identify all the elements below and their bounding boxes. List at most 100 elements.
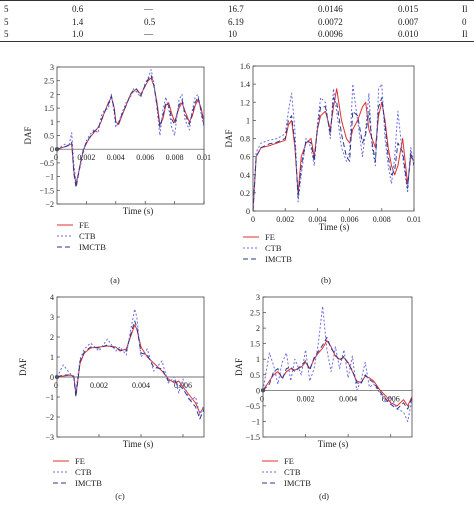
table-cell: 5: [4, 17, 9, 27]
plot-frame: [262, 296, 413, 438]
panel-caption: (d): [319, 491, 329, 501]
panel-b: 0 0.2 0.4 0.6 0.8 1 1.2 1.4 1.6 0 0.002 0.004 0.006 0…: [224, 62, 421, 285]
table-cell: 0.010: [398, 29, 419, 39]
legend-label: IMCTB: [79, 242, 106, 252]
legend-label: IMCTB: [284, 478, 311, 488]
y-tick-label: 1: [50, 118, 54, 127]
table-cell: 0: [462, 17, 467, 27]
x-tick-label: 0.006: [341, 215, 359, 224]
plot-frame: [252, 65, 415, 212]
y-tick-label: 0.5: [44, 132, 54, 141]
series-group: [57, 69, 204, 189]
y-tick-label: −1: [45, 173, 54, 182]
y-tick-label: 1.5: [44, 104, 54, 113]
x-tick-label: 0.004: [132, 381, 150, 390]
x-tick-label: 0.008: [166, 153, 184, 162]
x-tick-label: 0: [251, 215, 255, 224]
y-tick-label: −3: [45, 433, 54, 442]
y-tick-label: 1: [246, 116, 250, 125]
y-tick-label: 1: [256, 355, 260, 364]
legend-label: CTB: [265, 243, 282, 253]
legend-label: FE: [265, 232, 275, 242]
y-tick-label: 0.6: [240, 153, 250, 162]
series-line-fe: [253, 88, 414, 211]
y-axis-label: DAF: [18, 358, 28, 376]
series-group: [253, 83, 414, 211]
panel-caption: (a): [110, 275, 120, 285]
y-tick-label: 2: [256, 324, 260, 333]
x-tick-label: 0.008: [373, 215, 391, 224]
x-tick-label: 0.002: [297, 394, 315, 403]
table-cell: Il: [462, 4, 468, 14]
x-tick-label: 0.004: [107, 153, 125, 162]
table-cell: 1.4: [72, 17, 84, 27]
y-tick-label: −1.5: [245, 433, 260, 442]
table-cell: 1.0: [72, 29, 84, 39]
y-tick-label: 2: [50, 333, 54, 342]
legend-label: FE: [75, 456, 85, 466]
y-tick-label: 2.5: [44, 77, 54, 86]
origin-label: 0: [260, 394, 264, 403]
y-tick-label: 1.4: [240, 80, 250, 89]
y-tick-label: 3: [256, 293, 260, 302]
series-line-imctb: [253, 97, 414, 211]
series-line-ctb: [57, 308, 204, 416]
table-cell: 0.0096: [318, 29, 343, 39]
y-tick-label: −0.5: [245, 402, 260, 411]
y-tick-label: 0.5: [250, 371, 260, 380]
panel-caption: (b): [321, 275, 331, 285]
series-line-imctb: [263, 336, 412, 410]
x-tick-label: 0.002: [90, 381, 108, 390]
y-tick-label: 3: [50, 313, 54, 322]
series-line-fe: [263, 340, 412, 407]
table-cell: 5: [4, 4, 9, 14]
series-group: [263, 305, 412, 422]
x-tick-label: 0.01: [197, 153, 211, 162]
origin-label: 0: [54, 381, 58, 390]
y-tick-label: −0.5: [39, 159, 54, 168]
x-axis-label: Time (s): [318, 439, 348, 449]
table-cell: —: [144, 4, 153, 14]
x-axis-label: Time (s): [123, 206, 153, 216]
plot-frame: [56, 296, 205, 438]
y-tick-label: 0.4: [240, 171, 250, 180]
panel-d: −1.5−1−0.500.511.522.530.002 0.004 0.0060D…: [234, 293, 413, 501]
table-cell: 0.6: [72, 4, 84, 14]
legend-label: IMCTB: [265, 254, 292, 264]
table-cell: 0.5: [144, 17, 156, 27]
x-axis-label: Time (s): [123, 439, 153, 449]
y-tick-label: 1: [50, 353, 54, 362]
y-tick-label: 1.6: [240, 62, 250, 71]
table-cell: —: [144, 29, 153, 39]
y-tick-label: −1: [251, 417, 260, 426]
x-tick-label: 0.004: [339, 394, 357, 403]
table-cell: 10: [228, 29, 237, 39]
x-axis-label: Time (s): [319, 222, 349, 232]
table-cell: 5: [4, 29, 9, 39]
series-line-imctb: [57, 320, 204, 420]
y-tick-label: 0.8: [240, 135, 250, 144]
y-axis-label: DAF: [23, 126, 33, 144]
y-tick-label: 0: [256, 386, 260, 395]
table-cell: 0.0146: [318, 4, 343, 14]
data-table: 5 0.6 — 16.7 0.0146 0.015 Il 5 1.4 0.5 6.19 0.0072 0…: [0, 0, 474, 44]
x-tick-label: 0.006: [174, 381, 192, 390]
series-line-ctb: [57, 69, 204, 183]
table-cell: 0.015: [398, 4, 419, 14]
series-line-ctb: [263, 305, 412, 422]
y-axis-label: DAF: [234, 358, 244, 376]
legend-label: CTB: [284, 467, 301, 477]
panel-caption: (c): [115, 491, 125, 501]
y-axis-label: DAF: [224, 129, 234, 147]
y-tick-label: 0: [50, 373, 54, 382]
x-tick-label: 0.004: [308, 215, 326, 224]
x-tick-label: 0.002: [276, 215, 294, 224]
y-tick-label: −2: [45, 413, 54, 422]
table-cell: 0.007: [398, 17, 419, 27]
y-tick-label: −2: [45, 200, 54, 209]
series-line-imctb: [57, 74, 204, 189]
x-tick-label: 0.006: [136, 153, 154, 162]
table-cell: 6.19: [228, 17, 244, 27]
